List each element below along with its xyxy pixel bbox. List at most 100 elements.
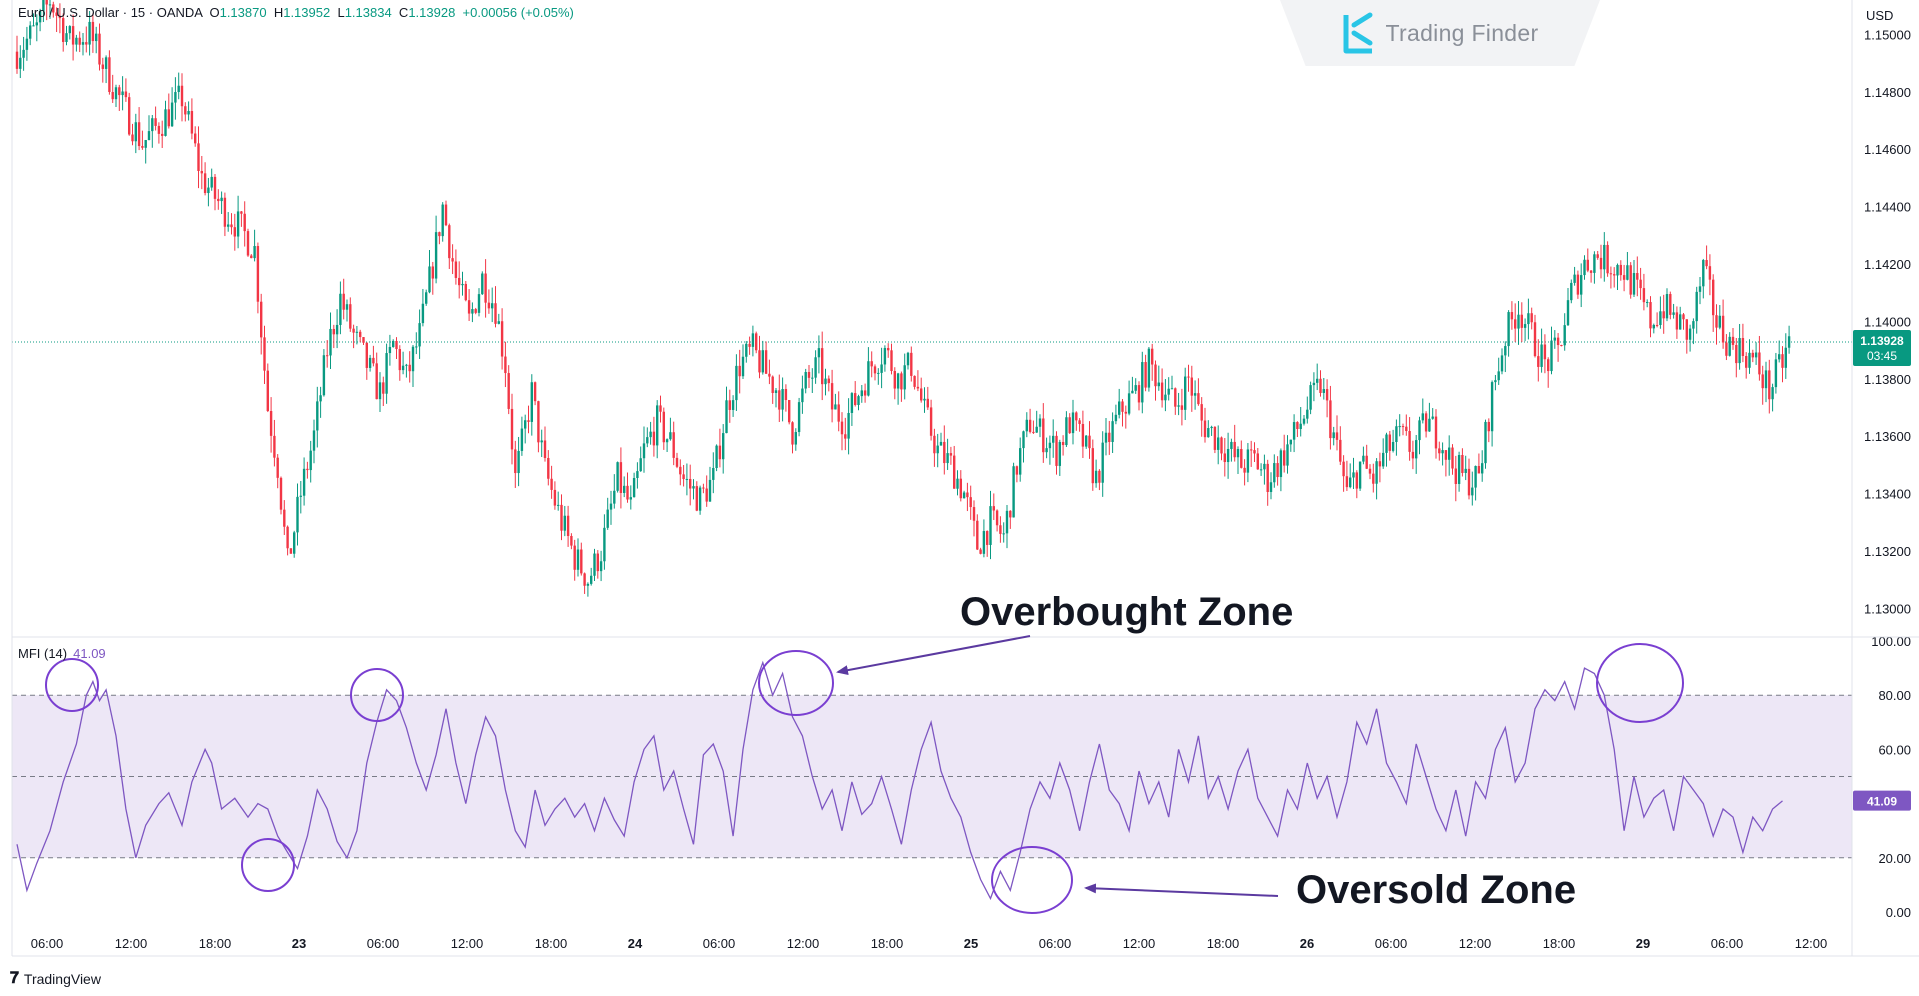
candle-body — [969, 497, 972, 508]
candle — [1662, 294, 1665, 334]
candle — [1735, 337, 1738, 378]
candle-body — [890, 350, 893, 372]
candle-body — [725, 400, 728, 434]
candle — [834, 393, 837, 410]
candle — [42, 0, 45, 23]
candle — [1104, 418, 1108, 456]
candle — [801, 375, 804, 414]
candle — [197, 126, 200, 189]
candle — [52, 1, 55, 18]
candle-body — [1457, 455, 1461, 485]
candle-body — [372, 357, 375, 364]
candle — [187, 101, 190, 121]
candle-body — [458, 277, 461, 286]
candle-body — [801, 388, 804, 403]
candle-body — [118, 87, 121, 96]
candle-body — [1332, 432, 1335, 439]
candle — [1263, 454, 1266, 485]
candle — [230, 213, 233, 235]
candle — [708, 466, 712, 502]
candle — [448, 223, 451, 269]
candle — [1556, 333, 1560, 362]
candle — [1731, 327, 1735, 350]
candle-body — [599, 561, 603, 572]
candle — [599, 550, 603, 582]
candle-body — [939, 441, 943, 446]
candle-body — [982, 531, 986, 554]
candle-body — [273, 435, 276, 458]
tradingview-brand[interactable]: 𝟕 TradingView — [10, 970, 101, 988]
candle — [1738, 323, 1741, 370]
candle — [1184, 367, 1187, 421]
candle — [860, 384, 863, 403]
candle — [58, 3, 62, 34]
candle-body — [256, 246, 260, 302]
candle-body — [128, 97, 131, 135]
candle — [395, 337, 398, 360]
candle — [78, 31, 81, 53]
candle-body — [685, 478, 689, 480]
candle-body — [586, 583, 590, 586]
candle — [735, 354, 738, 411]
candle — [1207, 420, 1210, 438]
candle-body — [1121, 401, 1124, 412]
candle — [738, 349, 741, 394]
candle-body — [197, 143, 200, 171]
candle — [712, 452, 715, 494]
candle — [401, 351, 405, 375]
candle-body — [164, 109, 167, 136]
candle-body — [177, 85, 180, 93]
candle-body — [692, 486, 695, 489]
candle-body — [1358, 461, 1362, 489]
symbol-label[interactable]: Euro / U.S. Dollar · 15 · OANDA — [18, 5, 203, 20]
candle-body — [1517, 314, 1520, 329]
candle-body — [1438, 448, 1441, 454]
candle — [702, 483, 705, 494]
candle — [1319, 370, 1322, 397]
candle — [1728, 332, 1731, 357]
candle — [1382, 438, 1385, 469]
candle — [349, 297, 352, 332]
candle-body — [563, 515, 566, 531]
time-tick-label: 12:00 — [115, 936, 148, 951]
candle-body — [461, 283, 464, 286]
candle-body — [1761, 374, 1764, 389]
candle — [1636, 256, 1639, 297]
candle-body — [1071, 412, 1075, 434]
candle — [1226, 432, 1230, 479]
candle-body — [1137, 385, 1141, 403]
candle-body — [784, 389, 788, 401]
candle-body — [652, 431, 656, 446]
candle-body — [830, 383, 834, 410]
indicator-name[interactable]: MFI (14) — [18, 646, 68, 661]
candle — [741, 344, 745, 379]
candle-body — [949, 453, 953, 456]
candle — [1586, 248, 1589, 273]
indicator-value: 41.09 — [73, 646, 106, 661]
candle-body — [114, 87, 118, 100]
candle — [289, 548, 293, 554]
candle-body — [269, 411, 273, 436]
candle — [1632, 260, 1636, 298]
candle-body — [1322, 389, 1325, 393]
candle — [573, 539, 576, 581]
candle-body — [1035, 426, 1038, 433]
candle-body — [1111, 421, 1114, 442]
candle — [784, 384, 788, 412]
indicator-header[interactable]: MFI (14) 41.09 — [18, 646, 106, 661]
candle-body — [1758, 352, 1761, 375]
candle-body — [1636, 273, 1639, 280]
symbol-header[interactable]: Euro / U.S. Dollar · 15 · OANDA O1.13870… — [18, 5, 574, 20]
candle-body — [1507, 312, 1510, 347]
candle — [1038, 414, 1042, 438]
currency-label[interactable]: USD — [1866, 8, 1894, 23]
candle-body — [405, 364, 408, 366]
candle — [837, 391, 840, 432]
candle-body — [42, 0, 45, 11]
candle-body — [260, 301, 263, 338]
candle — [811, 368, 814, 393]
candle-body — [854, 393, 857, 405]
candle-body — [873, 366, 877, 374]
candle-body — [824, 378, 827, 385]
